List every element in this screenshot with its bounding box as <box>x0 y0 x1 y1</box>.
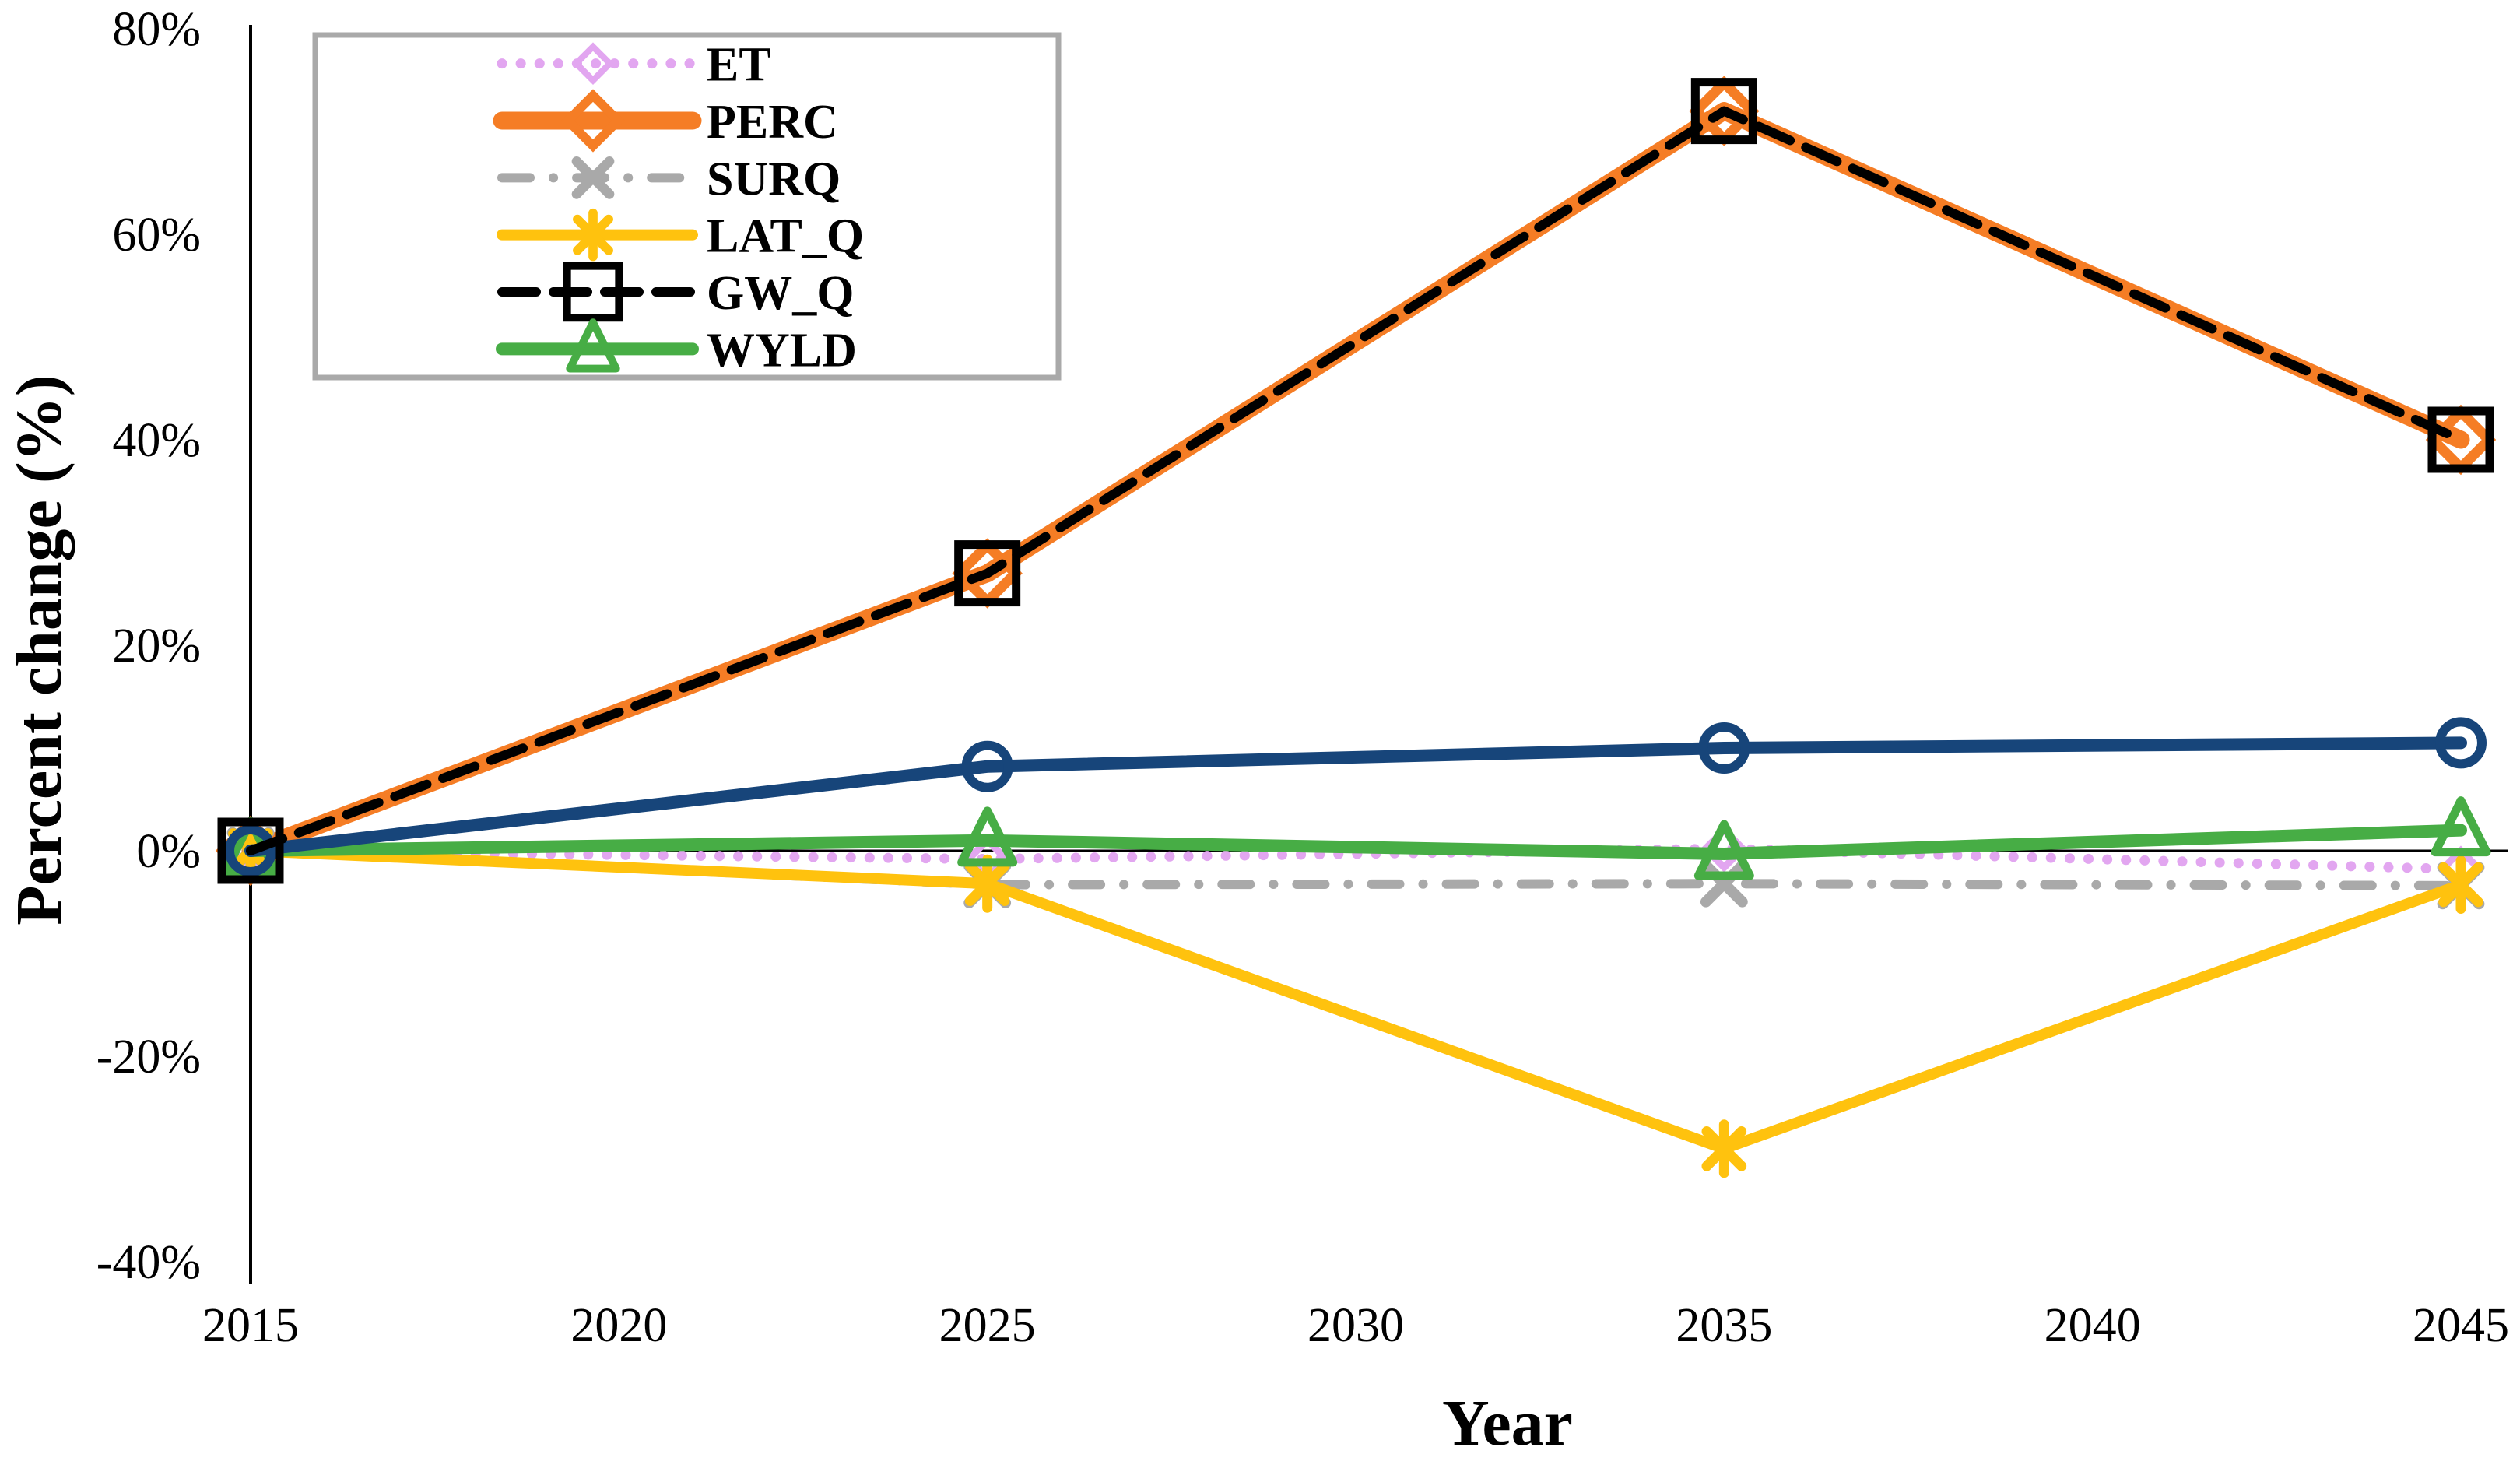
series-line <box>245 843 2466 875</box>
legend-item-ET: ET <box>497 39 771 92</box>
legend-label: ET <box>707 39 771 92</box>
triangle-marker-icon <box>957 806 1018 867</box>
legend-item-WYLD: WYLD <box>496 318 857 377</box>
x-tick-label: 2020 <box>570 1299 667 1352</box>
legend-label: WYLD <box>707 324 857 377</box>
y-tick-label: 20% <box>112 620 201 673</box>
y-axis-title: Percent change (%) <box>3 374 75 925</box>
series-line <box>245 845 2466 1154</box>
legend-item-PERC: PERC <box>493 89 838 153</box>
square-marker-icon <box>217 817 284 884</box>
x-tick-label: 2030 <box>1307 1299 1404 1352</box>
circle-marker-icon <box>961 740 1013 792</box>
legend-item-SURQ: SURQ <box>497 153 841 205</box>
square-marker-icon <box>1690 78 1757 145</box>
legend-label: GW_Q <box>707 267 854 320</box>
legend-box <box>312 32 1062 381</box>
series-line <box>246 106 2466 855</box>
y-tick-label: 80% <box>112 3 201 56</box>
y-tick-label: 0% <box>136 825 201 878</box>
x-tick-label: 2045 <box>2413 1299 2509 1352</box>
legend-label: LAT_Q <box>707 210 864 263</box>
x-marker-icon <box>571 156 615 199</box>
y-tick-label: 40% <box>112 414 201 467</box>
series-line <box>246 846 2466 890</box>
series-line <box>244 736 2467 857</box>
y-tick-label: -40% <box>97 1236 201 1289</box>
series-unlabeled-blue <box>225 717 2487 876</box>
series-LAT_Q <box>228 821 2483 1178</box>
circle-marker-icon <box>2435 717 2487 769</box>
legend-label: SURQ <box>707 153 841 205</box>
asterisk-marker-icon <box>573 214 613 255</box>
series-lines <box>215 76 2497 1178</box>
x-tick-label: 2015 <box>202 1299 299 1352</box>
diamond-marker-icon <box>571 42 615 85</box>
triangle-marker-icon <box>566 318 620 373</box>
diamond-marker-icon <box>561 89 625 153</box>
circle-marker-icon <box>225 825 276 876</box>
legend-label: PERC <box>707 96 838 149</box>
series-GW_Q <box>217 78 2494 884</box>
legend-item-LAT_Q: LAT_Q <box>497 208 864 263</box>
series-line <box>244 824 2467 860</box>
y-tick-label: -20% <box>97 1031 201 1083</box>
legend-item-GW_Q: GW_Q <box>497 262 854 322</box>
x-tick-label: 2025 <box>939 1299 1036 1352</box>
x-tick-label: 2040 <box>2044 1299 2141 1352</box>
triangle-marker-icon <box>1693 820 1754 880</box>
y-tick-label: 60% <box>112 209 201 262</box>
x-tick-label: 2035 <box>1676 1299 1772 1352</box>
axes: 80% 60% 40% 20% 0% -20% -40%2015 2020 2025 2030 20… <box>97 3 2509 1352</box>
x-axis-title: Year <box>1442 1387 1573 1459</box>
square-marker-icon <box>563 262 623 322</box>
asterisk-marker-icon <box>964 861 1010 907</box>
asterisk-marker-icon <box>2438 862 2483 908</box>
square-marker-icon <box>2427 406 2494 473</box>
square-marker-icon <box>954 540 1021 607</box>
asterisk-marker-icon <box>1701 1126 1747 1171</box>
triangle-marker-icon <box>2431 796 2491 857</box>
circle-marker-icon <box>1698 722 1750 774</box>
